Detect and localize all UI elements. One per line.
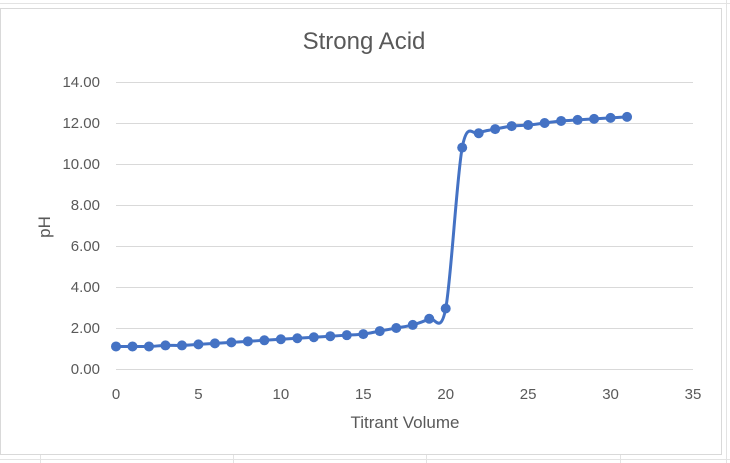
- data-point-6: [209, 338, 220, 349]
- data-point-5: [193, 339, 204, 350]
- x-tick-label: 25: [520, 386, 537, 403]
- series-line-0: [114, 115, 629, 349]
- data-point-28: [572, 114, 583, 125]
- data-point-7: [226, 337, 237, 348]
- y-tick-label: 6.00: [71, 238, 100, 255]
- data-point-13: [325, 331, 336, 342]
- data-point-20: [440, 303, 451, 314]
- y-tick-label: 12.00: [62, 115, 100, 132]
- y-axis-title: pH: [35, 216, 54, 238]
- data-point-10: [275, 334, 286, 345]
- data-point-26: [539, 118, 550, 128]
- data-point-24: [506, 121, 517, 132]
- chart-title: Strong Acid: [303, 28, 426, 55]
- x-tick-label: 0: [112, 386, 120, 403]
- data-point-23: [490, 124, 501, 135]
- x-tick-label: 15: [355, 386, 372, 403]
- data-point-16: [374, 326, 385, 337]
- chart-svg: Strong Acid 0.00 2.00 4.00 6.00 8.00 10.00 12.…: [35, 28, 702, 432]
- chart-area[interactable]: Strong Acid 0.00 2.00 4.00 6.00 8.00 10.00 12.…: [0, 8, 722, 455]
- x-tick-label: 30: [602, 386, 619, 403]
- x-axis-tick-labels: 0 5 10 15 20 25 30 35: [112, 386, 702, 403]
- y-tick-label: 14.00: [62, 74, 100, 91]
- x-tick-label: 20: [437, 386, 454, 403]
- gridlines: [116, 82, 693, 370]
- data-point-8: [242, 336, 253, 347]
- data-point-4: [176, 340, 187, 351]
- y-tick-label: 10.00: [62, 156, 100, 173]
- data-point-9: [259, 335, 270, 346]
- data-point-30: [605, 112, 616, 123]
- data-point-2: [143, 341, 154, 352]
- data-point-21: [457, 142, 468, 153]
- data-point-19: [424, 313, 435, 324]
- data-point-27: [556, 115, 567, 126]
- data-point-25: [523, 120, 534, 131]
- data-point-17: [391, 323, 402, 333]
- x-tick-label: 35: [685, 386, 702, 403]
- data-point-12: [308, 332, 319, 343]
- data-point-0: [111, 341, 121, 352]
- y-tick-label: 2.00: [71, 320, 100, 337]
- data-point-1: [127, 341, 138, 352]
- data-point-3: [160, 340, 171, 351]
- y-tick-label: 4.00: [71, 279, 100, 296]
- data-point-22: [473, 128, 484, 139]
- data-markers: [111, 111, 633, 352]
- x-axis-title: Titrant Volume: [351, 413, 460, 432]
- data-point-14: [341, 330, 352, 341]
- series-line-group: [114, 115, 629, 349]
- data-point-15: [358, 329, 369, 340]
- x-tick-label: 5: [194, 386, 202, 403]
- y-axis-tick-labels: 0.00 2.00 4.00 6.00 8.00 10.00 12.00 14.00: [62, 74, 100, 378]
- data-point-29: [589, 113, 600, 124]
- data-point-18: [407, 319, 418, 330]
- data-point-11: [292, 333, 303, 344]
- x-tick-label: 10: [273, 386, 290, 403]
- y-tick-label: 0.00: [71, 361, 100, 378]
- y-tick-label: 8.00: [71, 197, 100, 214]
- data-point-31: [622, 111, 633, 122]
